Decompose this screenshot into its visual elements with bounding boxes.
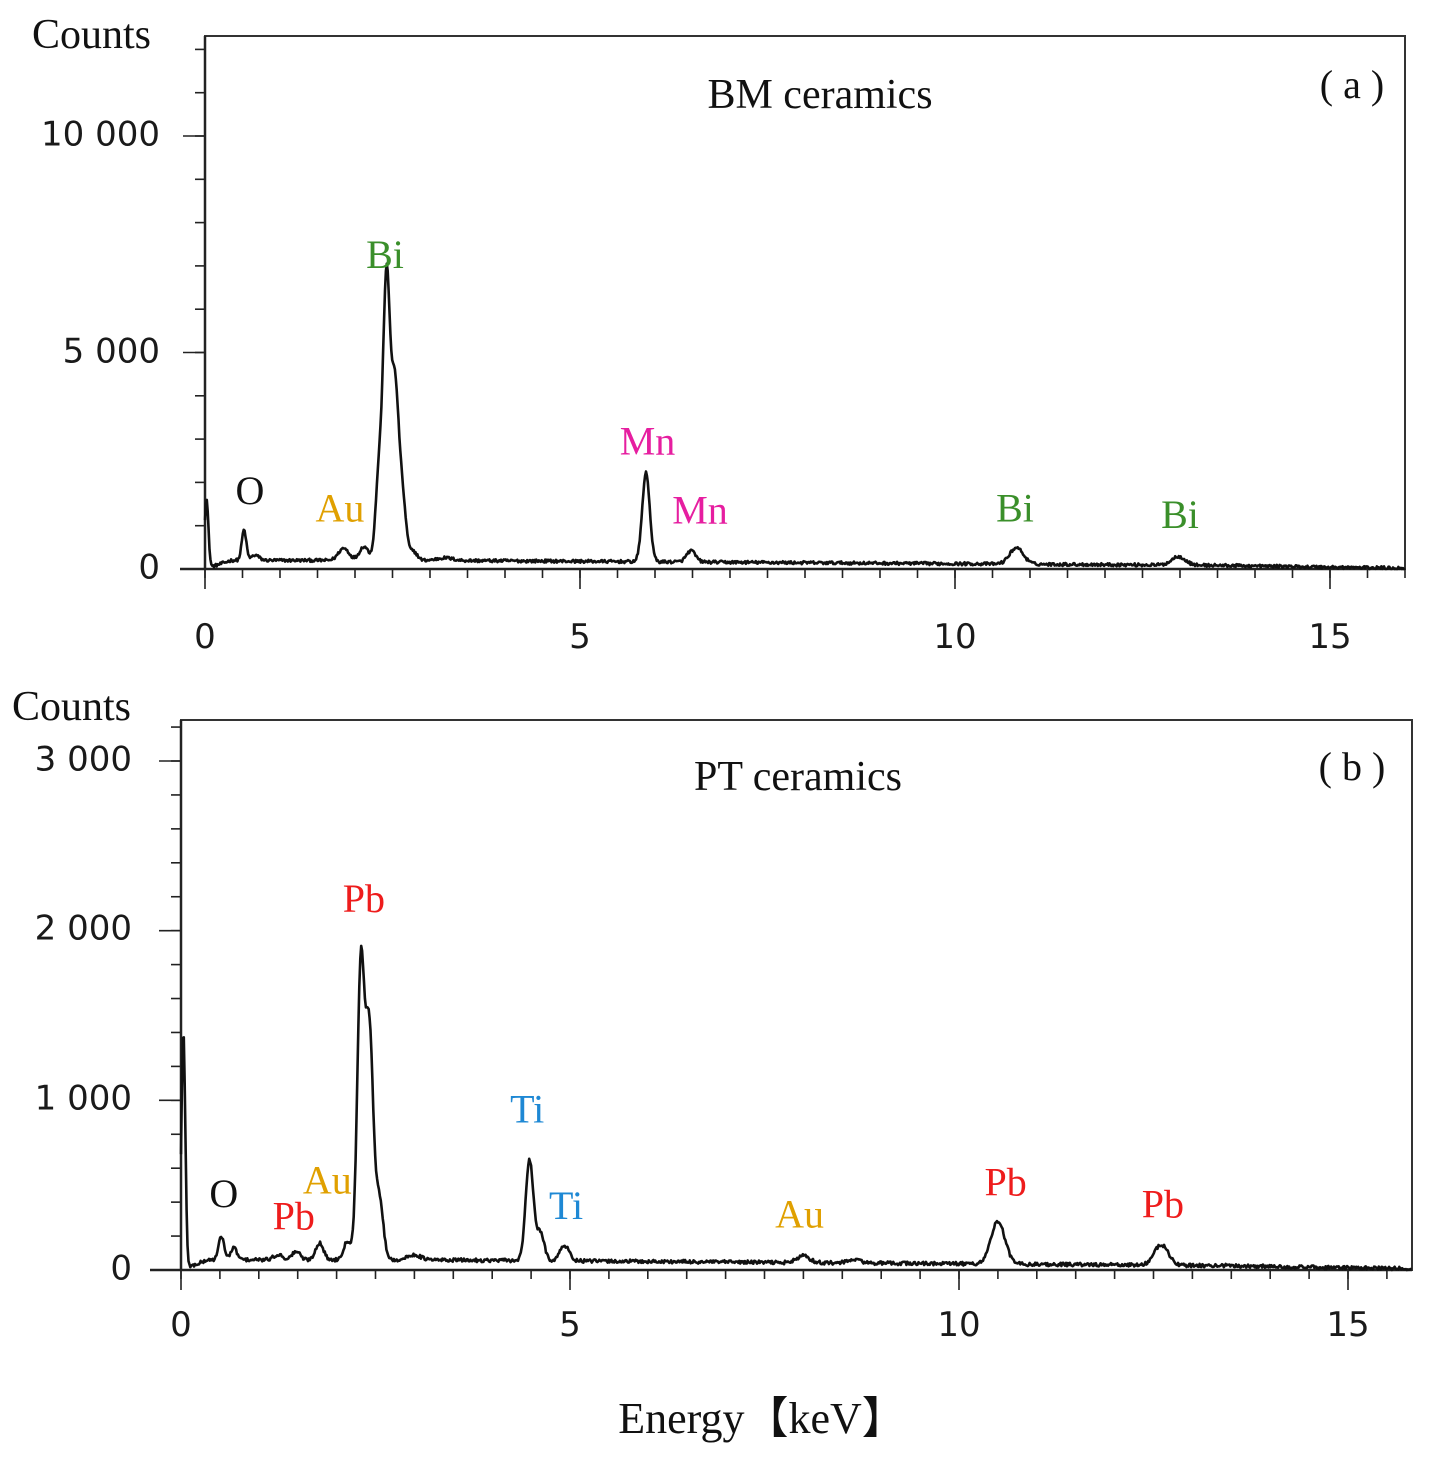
- panel-a-letter: ( a ): [1320, 62, 1384, 107]
- panel-a-xtick-label-15: 15: [1308, 617, 1351, 657]
- panel-b-letter: ( b ): [1319, 744, 1386, 789]
- panel-a-peak-label-bi-5: Bi: [996, 485, 1034, 530]
- panel-a-title: BM ceramics: [707, 72, 932, 118]
- panel-b-ticks: [159, 726, 1388, 1290]
- panel-b-peak-label-au-6: Au: [775, 1192, 824, 1237]
- panel-a-ytick-label-0: 0: [138, 548, 160, 588]
- panel-a-ytick-label-10000: 10 000: [41, 115, 160, 155]
- panel-b-ytick-label-3000: 3 000: [35, 740, 132, 780]
- x-axis-label-energy: Energy【keV】: [618, 1394, 906, 1443]
- panel-b-xtick-label-15: 15: [1326, 1305, 1369, 1345]
- panel-a-peak-label-mn-3: Mn: [620, 418, 676, 463]
- panel-b-y-axis-label: Counts: [12, 684, 131, 730]
- panel-a-peak-label-bi-2: Bi: [366, 232, 404, 277]
- panel-a-y-axis-label: Counts: [32, 12, 151, 58]
- panel-b-peak-label-pb-7: Pb: [985, 1159, 1027, 1204]
- panel-a-xtick-label-10: 10: [933, 617, 976, 657]
- panel-a-peak-labels: O Au Bi Mn Mn Bi Bi: [236, 232, 1199, 537]
- panel-a-peak-label-mn-4: Mn: [672, 488, 728, 533]
- panel-b-peak-label-ti-5: Ti: [549, 1183, 583, 1228]
- panel-b-tick-labels: 0 1 000 2 000 3 000 0 5 10 15: [35, 740, 1370, 1346]
- panel-b-xtick-label-0: 0: [170, 1305, 192, 1345]
- panel-b-xtick-label-10: 10: [937, 1305, 980, 1345]
- panel-b-peak-label-o-0: O: [209, 1171, 238, 1216]
- panel-a-peak-label-au-1: Au: [316, 485, 365, 530]
- panel-a-bm-ceramics: 0 5 000 10 000 0 5 10 15 Counts BM ceram…: [32, 12, 1406, 658]
- panel-a-ytick-label-5000: 5 000: [63, 332, 160, 372]
- panel-b-xtick-label-5: 5: [559, 1305, 581, 1345]
- panel-b-peak-label-pb-3: Pb: [343, 876, 385, 921]
- panel-b-ytick-label-0: 0: [110, 1249, 132, 1289]
- panel-b-peak-label-ti-4: Ti: [510, 1086, 544, 1131]
- panel-b-peak-label-pb-1: Pb: [273, 1193, 315, 1238]
- panel-b-ytick-label-1000: 1 000: [35, 1079, 132, 1119]
- panel-a-peak-label-bi-6: Bi: [1161, 492, 1199, 537]
- panel-a-peak-label-o-0: O: [236, 468, 265, 513]
- panel-b-pt-ceramics: 0 1 000 2 000 3 000 0 5 10 15 Counts PT …: [12, 684, 1413, 1346]
- panel-a-ticks: [183, 48, 1406, 589]
- panel-a-spectrum-line: [203, 262, 1406, 571]
- panel-a-xtick-label-5: 5: [569, 617, 591, 657]
- panel-b-spectrum-line: [179, 944, 1412, 1272]
- panel-b-peak-label-au-2: Au: [303, 1158, 352, 1203]
- panel-a-xtick-label-0: 0: [194, 617, 216, 657]
- panel-a-tick-labels: 0 5 000 10 000 0 5 10 15: [41, 115, 1352, 658]
- panel-b-title: PT ceramics: [694, 754, 902, 800]
- panel-b-ytick-label-2000: 2 000: [35, 909, 132, 949]
- panel-b-peak-label-pb-8: Pb: [1142, 1181, 1184, 1226]
